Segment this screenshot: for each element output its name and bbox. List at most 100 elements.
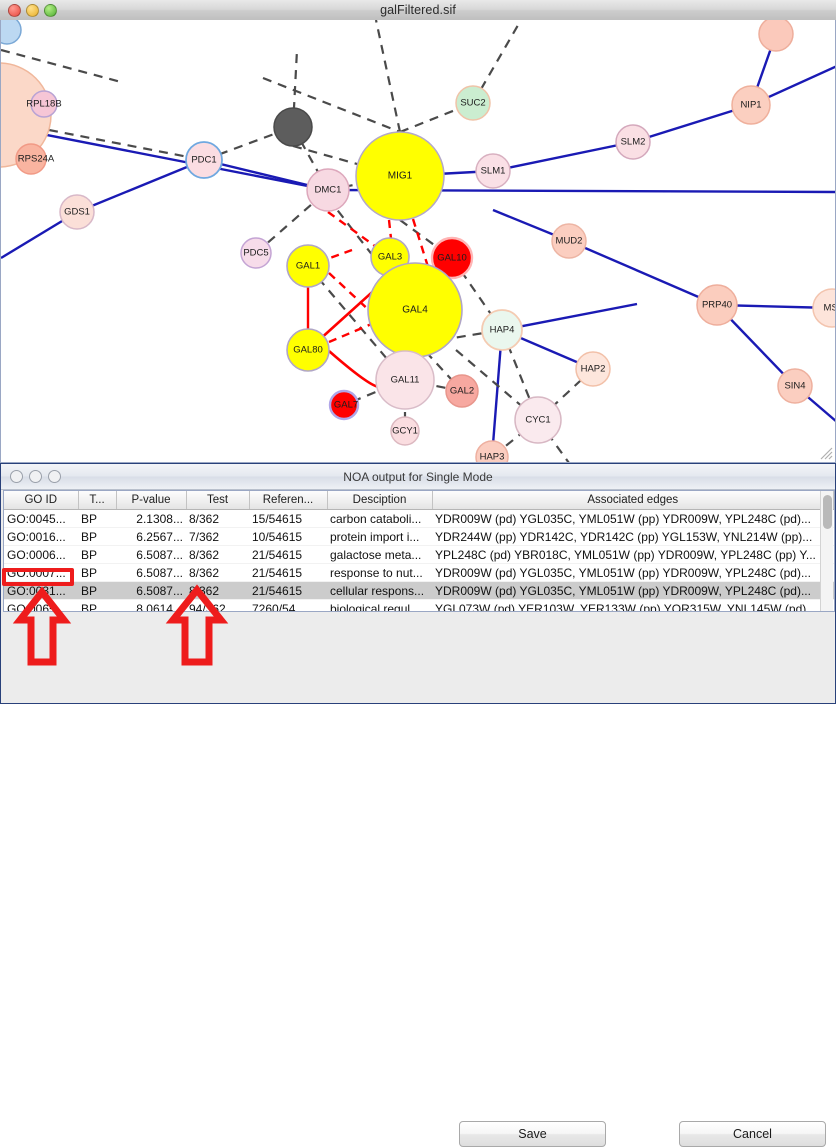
network-nodes[interactable]	[1, 20, 836, 463]
table-row[interactable]: GO:0016... BP 6.2567... 7/362 10/54615 p…	[4, 527, 834, 546]
node-GAL2[interactable]	[445, 374, 479, 408]
table-row[interactable]: GO:0006... BP 6.5087... 8/362 21/54615 g…	[4, 545, 834, 564]
cell-go-id: GO:0016...	[4, 527, 78, 546]
column-header-test[interactable]: Test	[186, 491, 250, 510]
column-header-p-value[interactable]: P-value	[116, 491, 187, 510]
cell-description: cellular respons...	[327, 581, 432, 600]
resize-grip-icon[interactable]	[819, 446, 833, 460]
node-PDC5[interactable]	[240, 237, 272, 269]
table-vertical-scrollbar[interactable]	[820, 491, 833, 611]
cell-p-value: 6.5087...	[116, 581, 186, 600]
column-header-type[interactable]: T...	[78, 491, 117, 510]
table-body: GO:0045... BP 2.1308... 8/362 15/54615 c…	[4, 509, 834, 611]
node-SUC2[interactable]	[455, 85, 491, 121]
node-GAL1[interactable]	[286, 244, 330, 288]
column-header-reference[interactable]: Referen...	[249, 491, 328, 510]
close-button-icon[interactable]	[8, 3, 21, 17]
node-SLM2[interactable]	[615, 124, 651, 160]
node-circle[interactable]	[1, 20, 22, 45]
column-header-go-id[interactable]: GO ID	[4, 491, 79, 510]
cell-description: galactose meta...	[327, 545, 432, 564]
cell-go-id: GO:0006...	[4, 545, 78, 564]
cell-test: 8/362	[186, 563, 249, 582]
dialog-minimize-icon[interactable]	[29, 470, 42, 483]
zoom-button-icon[interactable]	[44, 3, 57, 17]
cell-associated-edges: YPL248C (pd) YBR018C, YML051W (pp) YDR00…	[432, 545, 834, 564]
cell-test: 94/362	[186, 599, 249, 611]
cell-reference: 7260/54...	[249, 599, 327, 611]
cell-p-value: 6.5087...	[116, 563, 186, 582]
cell-reference: 21/54615	[249, 545, 327, 564]
column-header-description[interactable]: Desciption	[327, 491, 433, 510]
minimize-button-icon[interactable]	[26, 3, 39, 17]
cell-reference: 21/54615	[249, 581, 327, 600]
network-graph[interactable]: RPL18B RPS24A GDS1 PDC1 PDC5 DMC1 SUC2 M…	[1, 20, 836, 463]
cell-type: BP	[78, 527, 116, 546]
node-MUD2[interactable]	[551, 223, 587, 259]
window-title: galFiltered.sif	[380, 3, 456, 17]
window-traffic-lights	[8, 3, 57, 17]
edge-pd	[262, 76, 401, 134]
network-canvas[interactable]: RPL18B RPS24A GDS1 PDC1 PDC5 DMC1 SUC2 M…	[0, 20, 836, 463]
node-MIG1[interactable]	[355, 131, 445, 221]
node-DMC1[interactable]	[306, 168, 350, 212]
dialog-title: NOA output for Single Mode	[343, 469, 493, 484]
cell-p-value: 2.1308...	[116, 509, 186, 528]
node-GAL80[interactable]	[286, 328, 330, 372]
edge-pd	[307, 265, 406, 381]
edge-red-curve	[328, 350, 380, 389]
node-GAL7[interactable]	[328, 389, 360, 421]
node-GAL10[interactable]	[430, 236, 474, 280]
edge-pp	[1, 124, 329, 192]
node-HAP4[interactable]	[481, 309, 523, 351]
node-SLM1[interactable]	[475, 153, 511, 189]
node-NIP1[interactable]	[731, 85, 771, 125]
edge-pd	[48, 128, 205, 162]
table-row[interactable]: GO:0007... BP 6.5087... 8/362 21/54615 r…	[4, 563, 834, 582]
cell-description: protein import i...	[327, 527, 432, 546]
node-RPL18B[interactable]	[30, 90, 58, 118]
cancel-button[interactable]: Cancel	[679, 1121, 826, 1147]
noa-results-table-container[interactable]: GO ID T... P-value Test Referen... Desci…	[3, 490, 835, 612]
cell-type: BP	[78, 581, 116, 600]
dialog-zoom-icon[interactable]	[48, 470, 61, 483]
node-HAP3[interactable]	[475, 440, 509, 463]
node-circle[interactable]	[758, 20, 794, 52]
cell-p-value: 8.0614...	[116, 599, 186, 611]
node-PDC1[interactable]	[185, 141, 223, 179]
table-row-selected[interactable]: GO:0031... BP 6.5087... 8/362 21/54615 c…	[4, 581, 834, 600]
node-GAL11[interactable]	[375, 350, 435, 410]
cell-associated-edges: YGL073W (pd) YER103W, YER133W (pp) YOR31…	[432, 599, 834, 611]
node-CYC1[interactable]	[514, 396, 562, 444]
node-GDS1[interactable]	[59, 194, 95, 230]
dialog-close-icon[interactable]	[10, 470, 23, 483]
cell-test: 8/362	[186, 581, 249, 600]
node-MSI[interactable]	[812, 288, 836, 328]
table-row[interactable]: GO:0065... BP 8.0614... 94/362 7260/54..…	[4, 599, 834, 611]
node-RPS24A[interactable]	[15, 143, 47, 175]
cell-go-id: GO:0045...	[4, 509, 78, 528]
table-row[interactable]: GO:0045... BP 2.1308... 8/362 15/54615 c…	[4, 509, 834, 528]
column-header-associated-edges[interactable]: Associated edges	[432, 491, 834, 510]
edge-red-dashed	[328, 272, 402, 341]
node-circle-unlabeled[interactable]	[273, 107, 313, 147]
node-SIN4[interactable]	[777, 368, 813, 404]
edges-protein-dna	[1, 20, 594, 462]
edge-pd	[455, 349, 539, 421]
node-GAL4[interactable]	[367, 262, 463, 358]
node-GCY1[interactable]	[390, 416, 420, 446]
cell-type: BP	[78, 509, 116, 528]
scrollbar-thumb[interactable]	[823, 495, 832, 529]
edge-red-dashed	[387, 219, 396, 267]
cell-test: 8/362	[186, 545, 249, 564]
cell-description: biological regul...	[327, 599, 432, 611]
node-PRP40[interactable]	[696, 284, 738, 326]
edges-protein-protein	[1, 33, 835, 458]
edge-pp	[568, 239, 718, 307]
cell-p-value: 6.2567...	[116, 527, 186, 546]
cell-type: BP	[78, 599, 116, 611]
node-HAP2[interactable]	[575, 351, 611, 387]
save-button[interactable]: Save	[459, 1121, 606, 1147]
window-titlebar: galFiltered.sif	[0, 0, 836, 21]
